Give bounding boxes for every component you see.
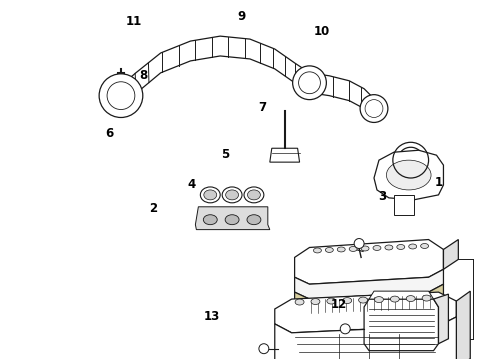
Text: 10: 10 (313, 24, 330, 38)
Ellipse shape (226, 190, 239, 200)
Ellipse shape (359, 297, 368, 303)
Circle shape (99, 74, 143, 117)
Text: 8: 8 (140, 69, 148, 82)
Ellipse shape (374, 297, 383, 302)
Text: 5: 5 (221, 148, 229, 161)
Ellipse shape (295, 299, 304, 305)
Ellipse shape (361, 246, 369, 251)
Ellipse shape (391, 296, 399, 302)
Polygon shape (294, 269, 443, 299)
Circle shape (354, 239, 364, 248)
Polygon shape (196, 207, 270, 230)
Ellipse shape (327, 298, 336, 304)
Ellipse shape (204, 190, 217, 200)
Ellipse shape (337, 247, 345, 252)
Polygon shape (456, 291, 470, 360)
Circle shape (298, 72, 320, 94)
Circle shape (259, 344, 269, 354)
Polygon shape (374, 150, 443, 200)
Ellipse shape (314, 248, 321, 253)
Ellipse shape (349, 247, 357, 251)
Ellipse shape (385, 245, 393, 250)
Ellipse shape (200, 187, 220, 203)
Text: 7: 7 (258, 101, 266, 114)
Polygon shape (394, 195, 414, 215)
Polygon shape (310, 73, 374, 118)
Polygon shape (369, 291, 434, 299)
Ellipse shape (247, 190, 260, 200)
Text: 6: 6 (105, 127, 113, 140)
Text: 11: 11 (126, 15, 142, 28)
Text: 1: 1 (435, 176, 442, 189)
Polygon shape (275, 317, 456, 360)
Ellipse shape (420, 243, 429, 248)
Text: 2: 2 (148, 202, 157, 215)
Polygon shape (364, 299, 439, 351)
Ellipse shape (325, 247, 333, 252)
Ellipse shape (387, 160, 431, 190)
Ellipse shape (247, 215, 261, 225)
Ellipse shape (406, 296, 415, 302)
Text: 12: 12 (331, 297, 347, 311)
Ellipse shape (409, 244, 416, 249)
Polygon shape (270, 148, 299, 162)
Ellipse shape (422, 295, 431, 301)
Text: 4: 4 (187, 179, 196, 192)
Polygon shape (275, 292, 456, 333)
Polygon shape (121, 36, 310, 105)
Ellipse shape (244, 187, 264, 203)
Ellipse shape (373, 246, 381, 251)
Text: 13: 13 (204, 310, 220, 323)
Polygon shape (443, 239, 458, 269)
Ellipse shape (311, 298, 320, 305)
Ellipse shape (225, 215, 239, 225)
Ellipse shape (222, 187, 242, 203)
Circle shape (340, 324, 350, 334)
Ellipse shape (397, 244, 405, 249)
Text: 9: 9 (237, 10, 245, 23)
Polygon shape (294, 284, 443, 314)
Text: 3: 3 (378, 190, 386, 203)
Circle shape (293, 66, 326, 100)
Polygon shape (434, 294, 448, 344)
Polygon shape (294, 239, 443, 284)
Ellipse shape (203, 215, 217, 225)
Circle shape (365, 100, 383, 117)
Circle shape (360, 95, 388, 122)
Ellipse shape (343, 298, 352, 303)
Circle shape (107, 82, 135, 109)
